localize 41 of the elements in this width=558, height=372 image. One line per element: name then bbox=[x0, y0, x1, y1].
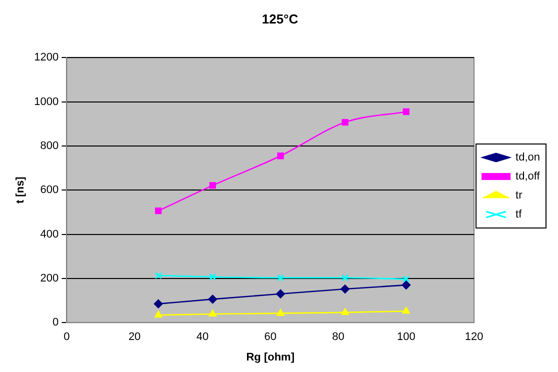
point bbox=[402, 108, 410, 116]
point bbox=[341, 274, 349, 282]
point bbox=[340, 284, 350, 294]
x-axis-title: Rg [ohm] bbox=[246, 351, 295, 364]
point bbox=[209, 182, 216, 189]
legend-label: td,on bbox=[516, 152, 540, 164]
point bbox=[402, 280, 411, 290]
point bbox=[154, 310, 162, 318]
point bbox=[341, 308, 349, 315]
point bbox=[154, 272, 162, 280]
y-tick-label: 600 bbox=[40, 184, 59, 196]
point bbox=[208, 294, 218, 304]
point bbox=[276, 274, 284, 282]
x-tick-label: 60 bbox=[264, 331, 276, 344]
point bbox=[155, 208, 162, 214]
chart-title: 125°C bbox=[262, 11, 299, 26]
x-tick-label: 40 bbox=[196, 331, 209, 344]
y-tick-label: 400 bbox=[40, 228, 59, 240]
legend-label: td,off bbox=[516, 170, 541, 183]
point bbox=[402, 306, 410, 314]
y-axis-title: t [ns] bbox=[14, 176, 27, 204]
x-tick-label: 120 bbox=[464, 331, 484, 344]
point bbox=[277, 152, 284, 160]
point bbox=[276, 289, 286, 298]
x-tick-label: 20 bbox=[128, 331, 141, 344]
legend-label: tf bbox=[516, 208, 523, 221]
point bbox=[154, 299, 163, 308]
legend-label: tr bbox=[516, 190, 523, 202]
x-tick-label: 80 bbox=[332, 331, 344, 344]
point bbox=[276, 308, 284, 316]
point bbox=[208, 309, 217, 316]
y-tick-label: 0 bbox=[52, 316, 59, 329]
y-tick-label: 1000 bbox=[34, 96, 59, 108]
point bbox=[209, 273, 216, 280]
x-tick-label: 0 bbox=[64, 331, 70, 344]
y-tick-label: 1200 bbox=[34, 52, 59, 64]
point bbox=[342, 118, 348, 126]
y-tick-label: 200 bbox=[40, 272, 59, 284]
y-tick-label: 800 bbox=[40, 140, 59, 152]
point bbox=[402, 276, 410, 283]
x-tick-label: 100 bbox=[396, 331, 416, 344]
